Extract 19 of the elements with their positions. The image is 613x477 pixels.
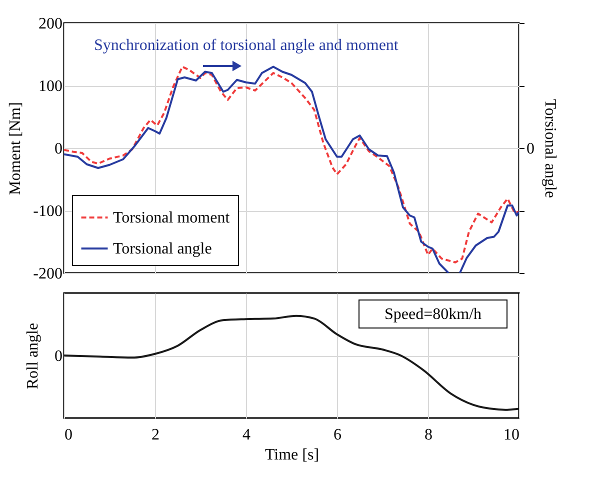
x-tick-label: 2 xyxy=(152,426,160,444)
y-tick-label: 200 xyxy=(38,16,62,32)
x-axis-title: Time [s] xyxy=(264,446,320,464)
x-tick-label: 10 xyxy=(504,426,520,444)
annotation: Speed=80km/h xyxy=(384,306,482,323)
y-tick-label: 0 xyxy=(54,140,62,158)
y-axis-title: Roll angle xyxy=(24,322,42,390)
y-tick-label: -200 xyxy=(33,266,62,282)
legend-label: Torsional moment xyxy=(113,210,230,226)
x-tick-label: 4 xyxy=(242,426,250,444)
x-tick-label: 8 xyxy=(424,426,432,444)
text: 0 xyxy=(526,140,534,158)
x-tick-label: 6 xyxy=(334,426,342,444)
y-tick-label: -100 xyxy=(33,203,62,220)
y-axis-title: Moment [Nm] xyxy=(7,102,24,195)
y-tick-label: 100 xyxy=(38,78,62,95)
annotation: Synchronization of torsional angle and moment xyxy=(94,37,399,54)
legend-label: Torsional angle xyxy=(113,240,212,258)
y2-axis-title: Torsional angle xyxy=(542,99,558,198)
